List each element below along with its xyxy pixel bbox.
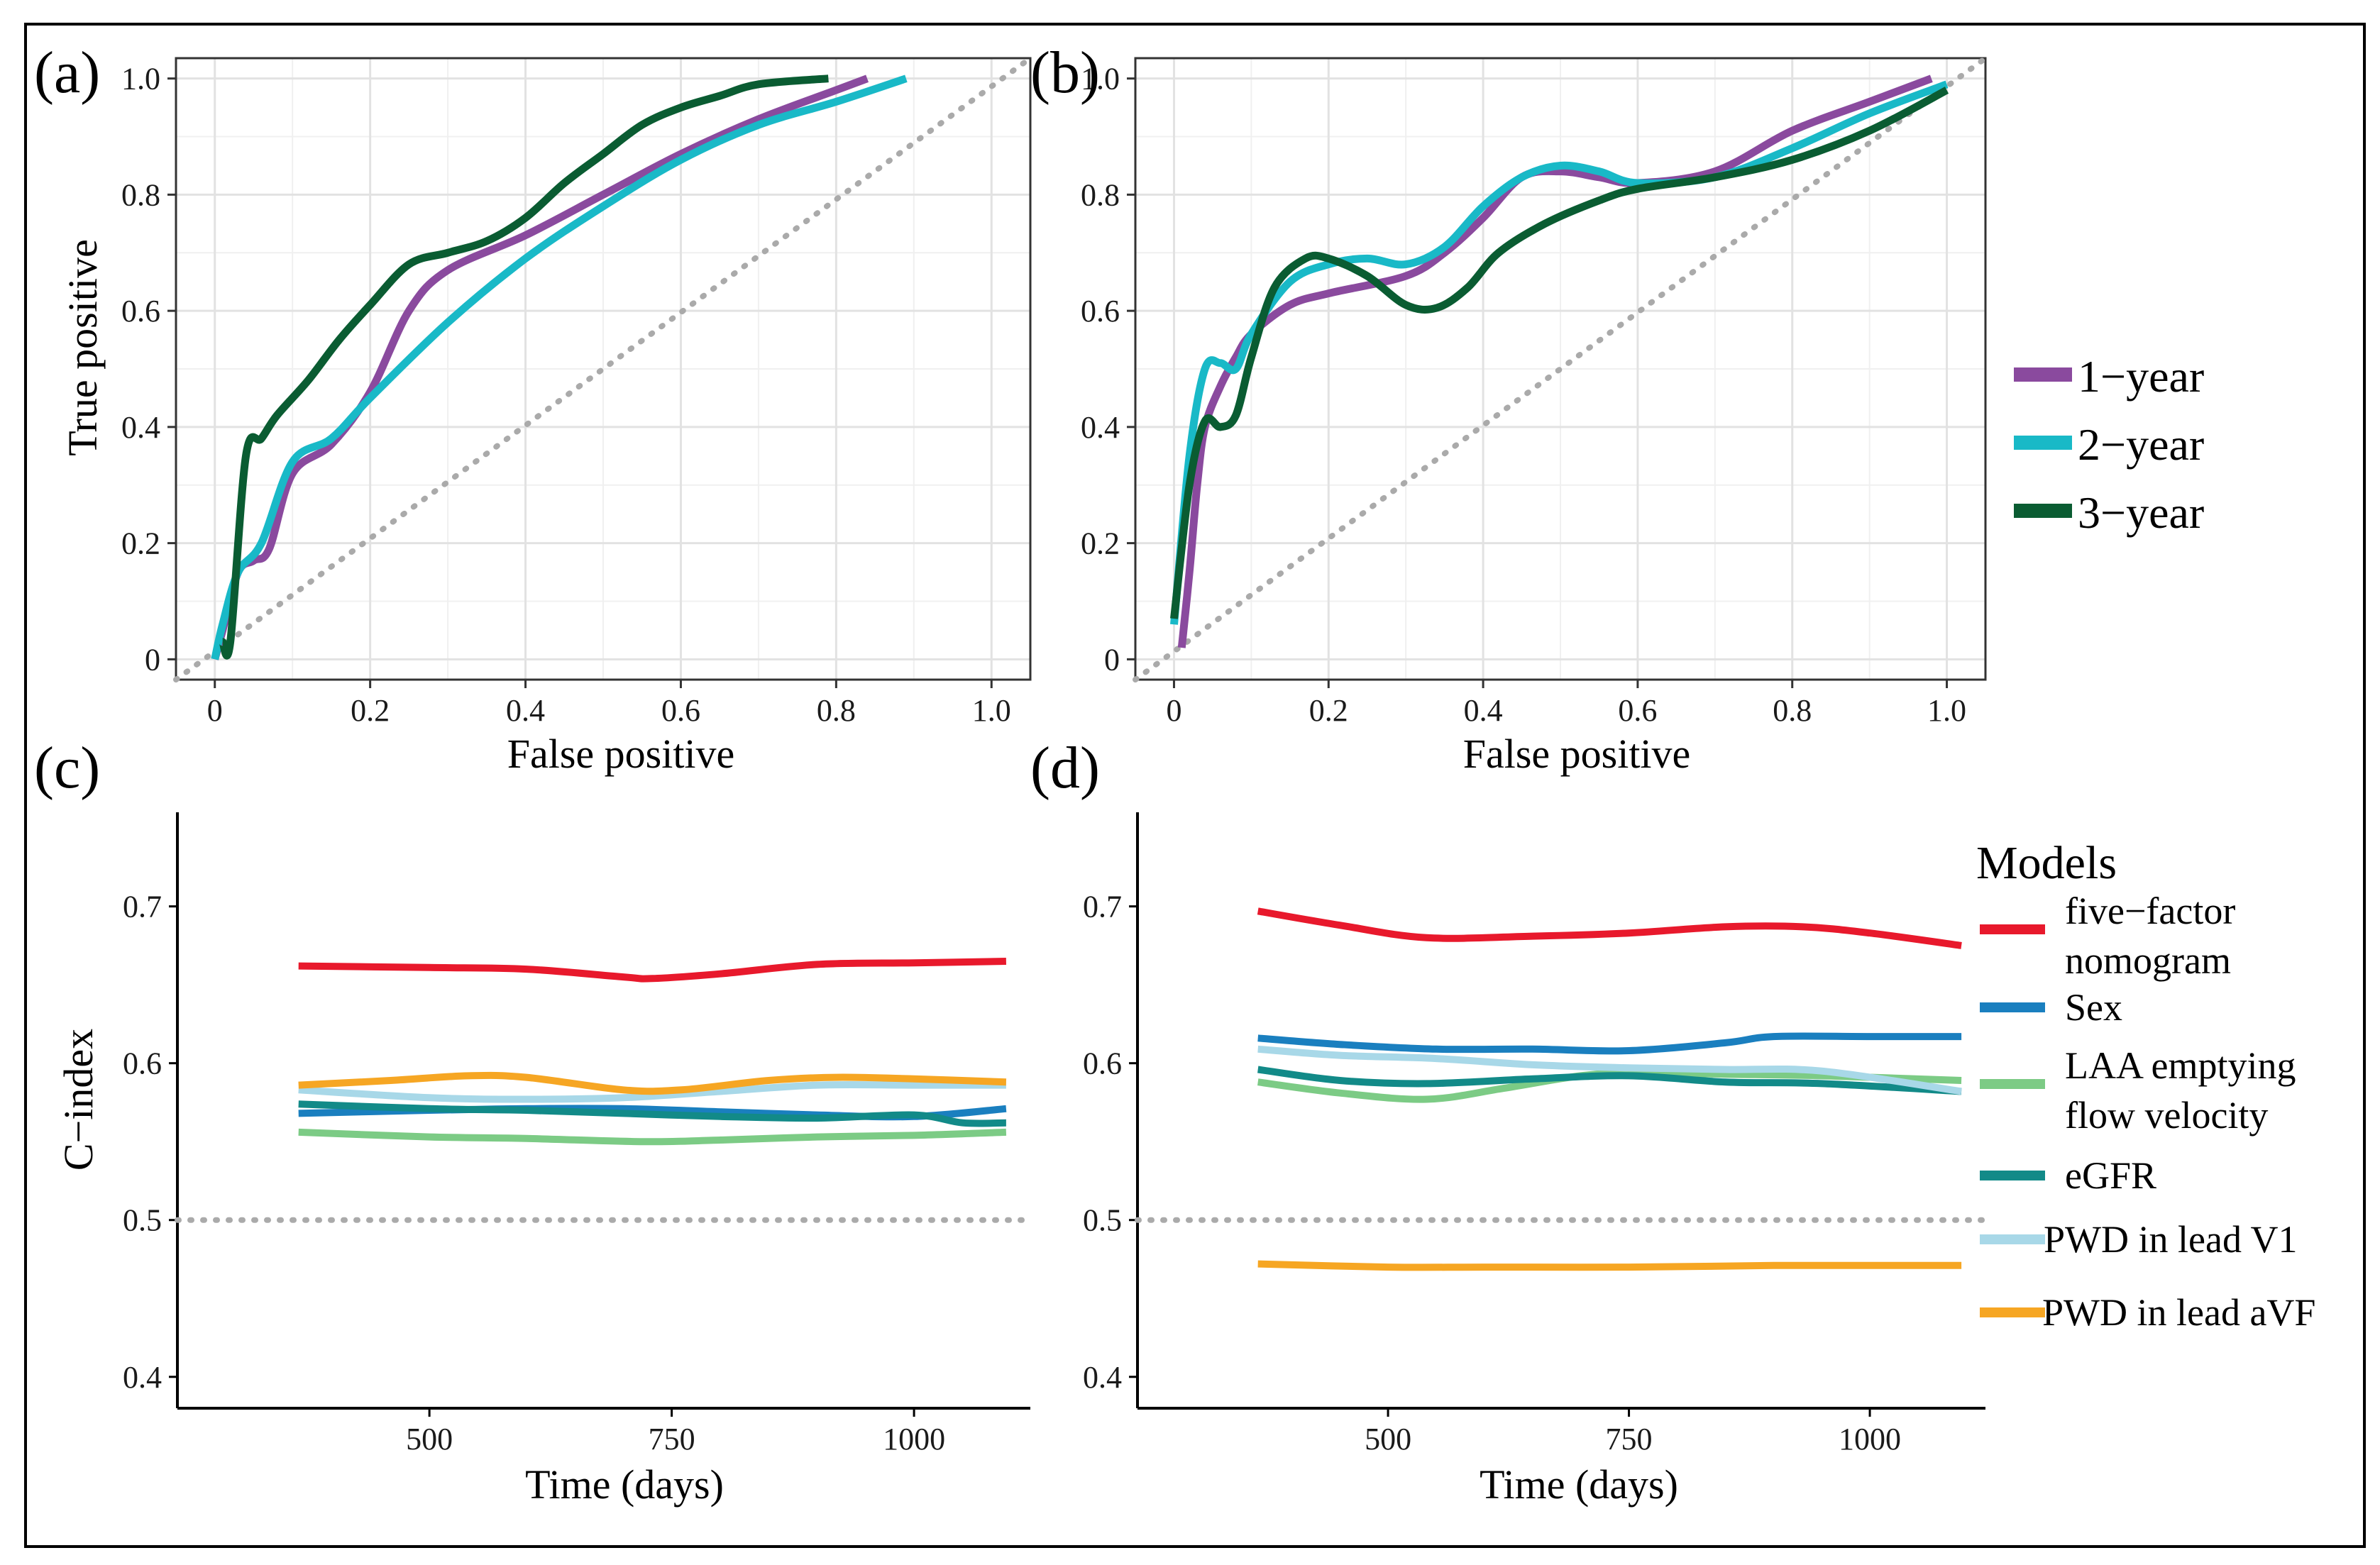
- panel-a-xtick-label-0: 0: [207, 693, 223, 728]
- panel-a-xlabel: False positive: [507, 731, 735, 777]
- panel-d-series-5-line: [1257, 1045, 1962, 1095]
- panel-c-xlabel: Time (days): [525, 1461, 724, 1508]
- panel-a-ytick-label-0: 0: [145, 642, 160, 677]
- panel-a-xtick-label-1: 0.2: [351, 693, 390, 728]
- panel-d-cindex: 0.4 0.5 0.6 0.7 500 750 1000 (d) Time (days): [1030, 735, 1988, 1508]
- panel-a-ylabel: True positive: [60, 239, 106, 456]
- panel-c-cindex: 0.4 0.5 0.6 0.7 500 750 1000 (c) C−index Time …: [34, 735, 1033, 1508]
- panel-c-series-4-line: [298, 1100, 1006, 1127]
- panel-b-xtick-label-3: 0.6: [1618, 693, 1657, 728]
- models-legend-label-1b: nomogram: [2065, 939, 2231, 982]
- models-legend-label-4: eGFR: [2065, 1154, 2156, 1197]
- panel-d-ytick-label-1: 0.5: [1083, 1203, 1122, 1238]
- panel-b-ytick-label-2: 0.4: [1081, 410, 1120, 445]
- panel-b-ytick-label-4: 0.8: [1081, 177, 1120, 212]
- panel-a-xtick-label-5: 1.0: [972, 693, 1011, 728]
- panel-d-xtick-label-2: 1000: [1839, 1422, 1901, 1456]
- roc-legend-label-1: 1−year: [2078, 351, 2204, 402]
- panel-c-plot-area: 0.4 0.5 0.6 0.7 500 750 1000: [123, 812, 1033, 1456]
- panel-b-plot-area: 0 0 0.2 0.2 0.4 0.4 0.6 0.6 0.8 0.8 1.0 1.0: [1081, 55, 1988, 728]
- panel-a-label: (a): [34, 40, 100, 106]
- panel-a-roc: 0 0 0.2 0.2 0.4 0.4 0.6 0.6 0.8 0.8 1.0 1.0 (a) Tru…: [34, 40, 1033, 777]
- panel-d-label: (d): [1030, 735, 1100, 801]
- panel-c-ytick-label-0: 0.4: [123, 1360, 162, 1395]
- models-legend-label-3b: flow velocity: [2065, 1094, 2268, 1137]
- panel-d-series-1-line: [1257, 907, 1962, 949]
- panel-d-xtick-label-0: 500: [1365, 1422, 1411, 1456]
- models-legend-label-6: PWD in lead aVF: [2042, 1291, 2315, 1334]
- panel-a-reference-diagonal: [173, 55, 1033, 682]
- panel-a-frame: [175, 57, 1032, 681]
- panel-a-plot-area: 0 0 0.2 0.2 0.4 0.4 0.6 0.6 0.8 0.8 1.0 1.0: [121, 55, 1033, 728]
- panel-a-ytick-label-1: 0.2: [121, 526, 160, 561]
- panel-c-ylabel: C−index: [55, 1029, 101, 1171]
- panel-b-xtick-label-2: 0.4: [1464, 693, 1503, 728]
- panel-c-xtick-label-2: 1000: [883, 1422, 945, 1456]
- models-legend-label-2: Sex: [2065, 986, 2122, 1029]
- panel-d-series-4-line: [1257, 1066, 1962, 1095]
- panel-b-xlabel: False positive: [1463, 731, 1691, 777]
- panel-c-series-3-line: [298, 1128, 1007, 1146]
- models-legend-label-5: PWD in lead V1: [2044, 1218, 2297, 1261]
- panel-a-series-3-line: [219, 74, 829, 660]
- panel-c-ytick-label-3: 0.7: [123, 890, 162, 924]
- panel-d-xtick-label-1: 750: [1606, 1422, 1653, 1456]
- panel-c-ytick-label-2: 0.6: [123, 1046, 162, 1081]
- panel-d-ytick-label-2: 0.6: [1083, 1046, 1122, 1081]
- panel-a-series-2-line: [211, 74, 908, 660]
- panel-c-label: (c): [34, 735, 100, 801]
- panel-a-xtick-label-4: 0.8: [817, 693, 856, 728]
- panel-c-series-5-line: [298, 1080, 1006, 1103]
- panel-a-xtick-label-3: 0.6: [661, 693, 700, 728]
- panel-b-ytick-label-1: 0.2: [1081, 526, 1120, 561]
- panel-a-ytick-label-2: 0.4: [121, 410, 160, 445]
- models-legend-title: Models: [1976, 837, 2117, 889]
- roc-legend-label-2: 2−year: [2078, 419, 2204, 470]
- panel-a-ytick-label-3: 0.6: [121, 294, 160, 328]
- panel-b-xtick-label-0: 0: [1166, 693, 1181, 728]
- models-legend: Models five−factor nomogram Sex LAA empt…: [1976, 837, 2315, 1334]
- panel-b-label: (b): [1030, 40, 1100, 106]
- panel-c-series-6-line: [298, 1071, 1007, 1095]
- panel-c-series-1-line: [298, 958, 1006, 983]
- panel-c-xtick-label-1: 750: [649, 1422, 695, 1456]
- models-legend-label-1a: five−factor: [2065, 890, 2235, 932]
- panel-b-xtick-label-4: 0.8: [1773, 693, 1812, 728]
- panel-d-series-2-line: [1257, 1032, 1962, 1055]
- panel-b-xtick-label-5: 1.0: [1927, 693, 1966, 728]
- panel-b-frame: [1134, 57, 1987, 681]
- panel-c-xtick-label-0: 500: [406, 1422, 453, 1456]
- panel-c-ytick-label-1: 0.5: [123, 1203, 162, 1238]
- panel-d-ytick-label-3: 0.7: [1083, 890, 1122, 924]
- roc-legend-label-3: 3−year: [2078, 487, 2204, 538]
- panel-a-xtick-label-2: 0.4: [506, 693, 545, 728]
- panel-b-ytick-label-3: 0.6: [1081, 294, 1120, 328]
- panel-b-ytick-label-5: 1.0: [1081, 62, 1120, 96]
- panel-b-series-3-line: [1170, 87, 1949, 619]
- panel-d-series-6-line: [1257, 1260, 1962, 1271]
- panel-a-ytick-label-4: 0.8: [121, 177, 160, 212]
- figure-border: [24, 23, 2366, 1548]
- panel-b-ytick-label-0: 0: [1104, 642, 1120, 677]
- panel-d-xlabel: Time (days): [1480, 1461, 1678, 1508]
- models-legend-label-3a: LAA emptying: [2065, 1044, 2296, 1087]
- panel-d-ytick-label-0: 0.4: [1083, 1360, 1122, 1395]
- roc-legend: 1−year 2−year 3−year: [2014, 351, 2204, 538]
- panel-a-ytick-label-5: 1.0: [121, 62, 160, 96]
- panel-b-reference-diagonal: [1133, 55, 1988, 682]
- panel-d-plot-area: 0.4 0.5 0.6 0.7 500 750 1000: [1083, 812, 1988, 1456]
- panel-b-xtick-label-1: 0.2: [1309, 693, 1348, 728]
- panel-b-roc: 0 0 0.2 0.2 0.4 0.4 0.6 0.6 0.8 0.8 1.0 1.0 (b) Fal…: [1030, 40, 1988, 777]
